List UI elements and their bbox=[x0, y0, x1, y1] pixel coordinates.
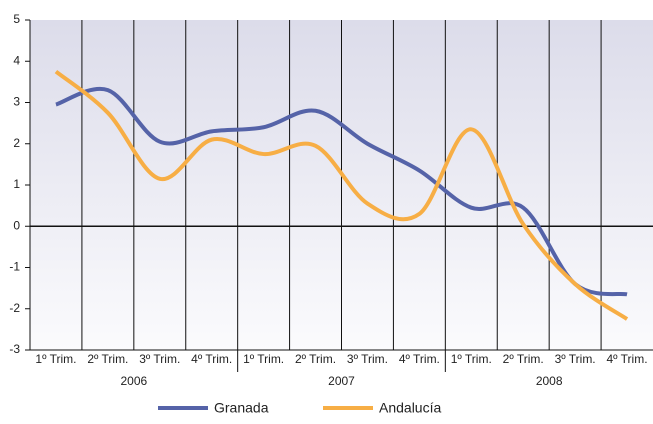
x-tick-label: 2º Trim. bbox=[295, 352, 336, 366]
x-tick-label: 2º Trim. bbox=[87, 352, 128, 366]
year-label: 2006 bbox=[120, 374, 147, 388]
x-tick-label: 3º Trim. bbox=[139, 352, 180, 366]
x-tick-label: 3º Trim. bbox=[347, 352, 388, 366]
x-tick-label: 4º Trim. bbox=[399, 352, 440, 366]
year-label: 2008 bbox=[536, 374, 563, 388]
y-tick-label: 4 bbox=[13, 53, 20, 67]
x-tick-label: 1º Trim. bbox=[243, 352, 284, 366]
x-tick-label: 3º Trim. bbox=[555, 352, 596, 366]
x-tick-label: 1º Trim. bbox=[451, 352, 492, 366]
line bbox=[55, 86, 628, 297]
y-tick-label: 3 bbox=[13, 95, 20, 109]
y-tick-label: 5 bbox=[13, 12, 20, 26]
y-tick-label: 0 bbox=[13, 218, 20, 232]
x-tick-label: 4º Trim. bbox=[607, 352, 648, 366]
y-tick-label: -1 bbox=[9, 260, 20, 274]
y-tick-label: -3 bbox=[9, 342, 20, 356]
x-tick-label: 2º Trim. bbox=[503, 352, 544, 366]
legend-label: Granada bbox=[214, 400, 269, 416]
legend-label: Andalucía bbox=[379, 400, 441, 416]
y-tick-label: 2 bbox=[13, 136, 20, 150]
y-tick-label: 1 bbox=[13, 177, 20, 191]
y-tick-label: -2 bbox=[9, 301, 20, 315]
year-label: 2007 bbox=[328, 374, 355, 388]
x-tick-label: 4º Trim. bbox=[191, 352, 232, 366]
x-tick-label: 1º Trim. bbox=[35, 352, 76, 366]
line bbox=[54, 69, 629, 321]
